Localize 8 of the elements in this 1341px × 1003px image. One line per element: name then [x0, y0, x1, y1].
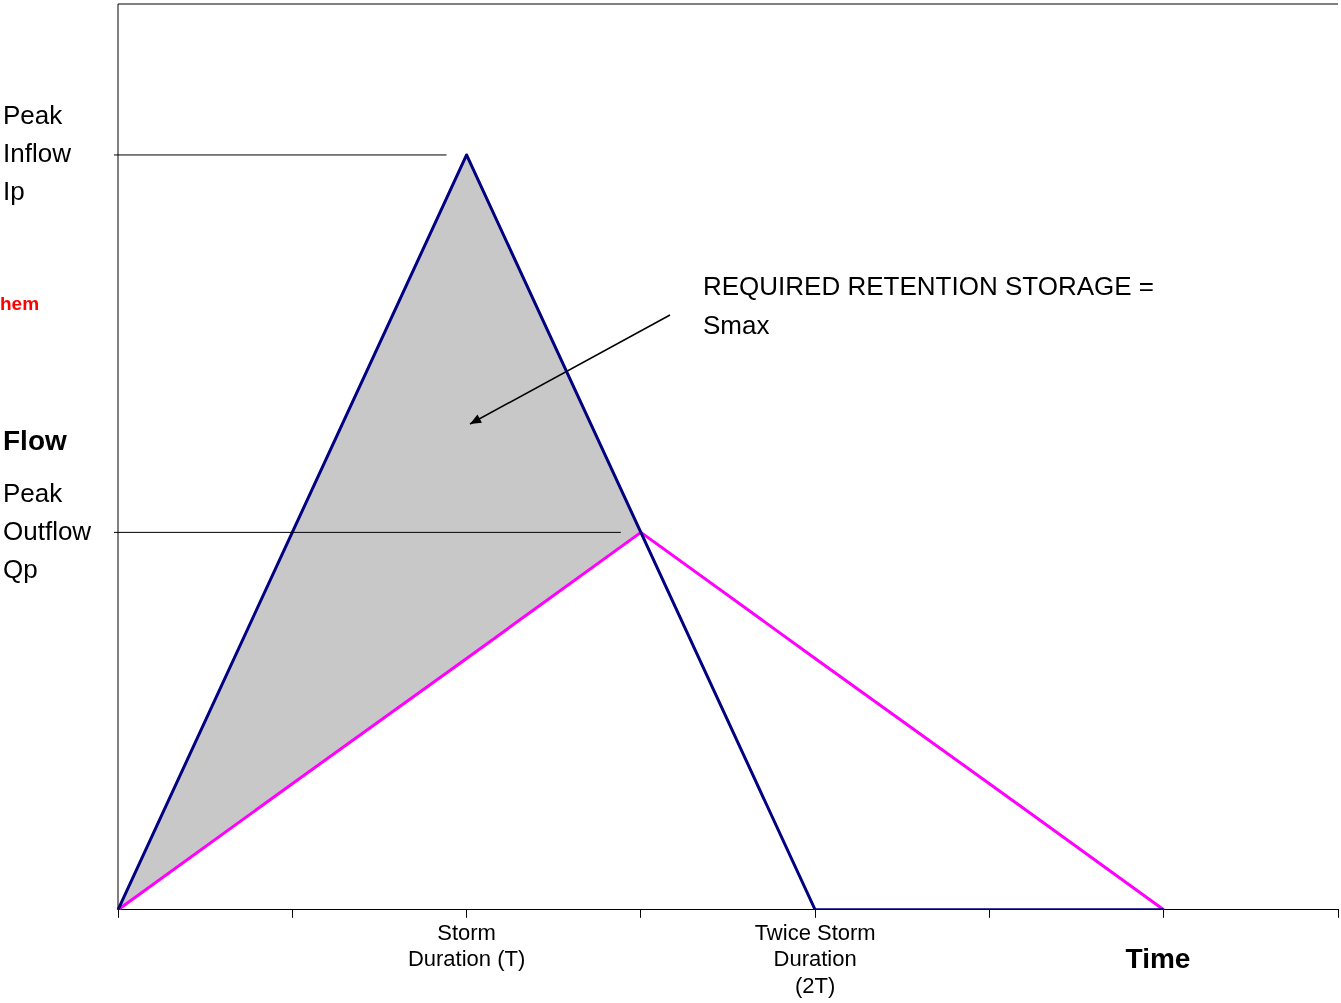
- ref-line-label: Peak Inflow Ip: [3, 100, 72, 207]
- annotation: REQUIRED RETENTION STORAGE = Smax: [703, 271, 1154, 341]
- y-axis-title: Flow: [3, 424, 67, 456]
- text: hem: [0, 293, 40, 315]
- ref-line-label: Peak Outflow Qp: [3, 477, 92, 584]
- x-tick-label: Twice Storm Duration (2T): [754, 920, 876, 998]
- x-tick-label: Storm Duration (T): [407, 920, 526, 972]
- x-axis-title: Time: [1125, 942, 1191, 974]
